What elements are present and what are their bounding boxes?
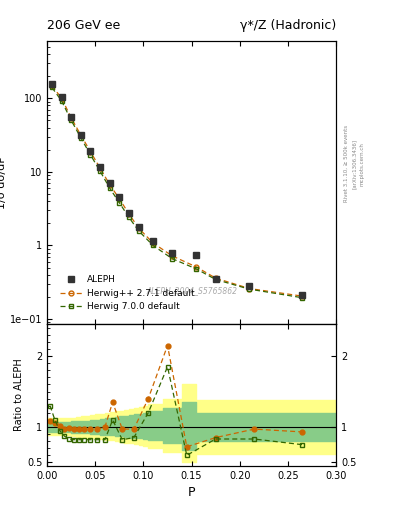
- Herwig++ 2.7.1 default: [194, 264, 199, 270]
- ALEPH: [136, 224, 141, 230]
- Herwig++ 2.7.1 default: [98, 165, 103, 172]
- Herwig 7.0.0 default: [127, 215, 131, 221]
- ALEPH: [117, 195, 122, 201]
- ALEPH: [194, 251, 199, 258]
- Line: Herwig 7.0.0 default: Herwig 7.0.0 default: [50, 85, 305, 300]
- Y-axis label: Ratio to ALEPH: Ratio to ALEPH: [14, 359, 24, 432]
- Herwig 7.0.0 default: [50, 84, 54, 91]
- ALEPH: [79, 132, 83, 138]
- Text: Rivet 3.1.10, ≥ 500k events: Rivet 3.1.10, ≥ 500k events: [344, 125, 349, 202]
- Legend: ALEPH, Herwig++ 2.7.1 default, Herwig 7.0.0 default: ALEPH, Herwig++ 2.7.1 default, Herwig 7.…: [57, 273, 198, 314]
- X-axis label: P: P: [188, 486, 195, 499]
- Herwig++ 2.7.1 default: [213, 275, 218, 281]
- Text: 206 GeV ee: 206 GeV ee: [47, 19, 120, 32]
- Herwig++ 2.7.1 default: [151, 240, 156, 246]
- Herwig++ 2.7.1 default: [79, 132, 83, 138]
- Herwig++ 2.7.1 default: [247, 286, 252, 292]
- ALEPH: [98, 164, 103, 170]
- Text: [arXiv:1306.3436]: [arXiv:1306.3436]: [352, 139, 357, 189]
- ALEPH: [88, 148, 93, 155]
- Herwig++ 2.7.1 default: [59, 95, 64, 101]
- Herwig++ 2.7.1 default: [300, 293, 305, 299]
- ALEPH: [300, 292, 305, 298]
- Text: γ*/Z (Hadronic): γ*/Z (Hadronic): [240, 19, 336, 32]
- Herwig 7.0.0 default: [151, 242, 156, 248]
- Herwig++ 2.7.1 default: [127, 211, 131, 217]
- Herwig++ 2.7.1 default: [170, 253, 175, 259]
- ALEPH: [247, 283, 252, 289]
- Herwig 7.0.0 default: [117, 200, 122, 206]
- Herwig 7.0.0 default: [69, 117, 73, 123]
- ALEPH: [127, 209, 131, 216]
- Herwig 7.0.0 default: [59, 98, 64, 104]
- Herwig++ 2.7.1 default: [88, 148, 93, 155]
- Herwig++ 2.7.1 default: [117, 196, 122, 202]
- Herwig 7.0.0 default: [170, 255, 175, 262]
- Herwig 7.0.0 default: [79, 135, 83, 141]
- ALEPH: [50, 81, 54, 88]
- Herwig++ 2.7.1 default: [69, 115, 73, 121]
- Herwig 7.0.0 default: [300, 294, 305, 301]
- ALEPH: [151, 238, 156, 244]
- Text: ALEPH_2004_S5765862: ALEPH_2004_S5765862: [146, 286, 237, 295]
- ALEPH: [170, 249, 175, 255]
- Herwig 7.0.0 default: [107, 185, 112, 191]
- Line: Herwig++ 2.7.1 default: Herwig++ 2.7.1 default: [50, 83, 305, 298]
- Text: mcplots.cern.ch: mcplots.cern.ch: [360, 142, 365, 186]
- Herwig++ 2.7.1 default: [50, 82, 54, 89]
- ALEPH: [59, 94, 64, 100]
- Herwig++ 2.7.1 default: [136, 225, 141, 231]
- Herwig 7.0.0 default: [213, 276, 218, 283]
- ALEPH: [69, 114, 73, 120]
- ALEPH: [107, 180, 112, 186]
- Line: ALEPH: ALEPH: [49, 81, 305, 298]
- Y-axis label: 1/σ dσ/dP: 1/σ dσ/dP: [0, 156, 7, 209]
- Herwig 7.0.0 default: [98, 168, 103, 174]
- Herwig 7.0.0 default: [88, 152, 93, 158]
- Herwig++ 2.7.1 default: [107, 182, 112, 188]
- ALEPH: [213, 276, 218, 282]
- Herwig 7.0.0 default: [247, 286, 252, 292]
- Herwig 7.0.0 default: [194, 266, 199, 272]
- Herwig 7.0.0 default: [136, 228, 141, 234]
